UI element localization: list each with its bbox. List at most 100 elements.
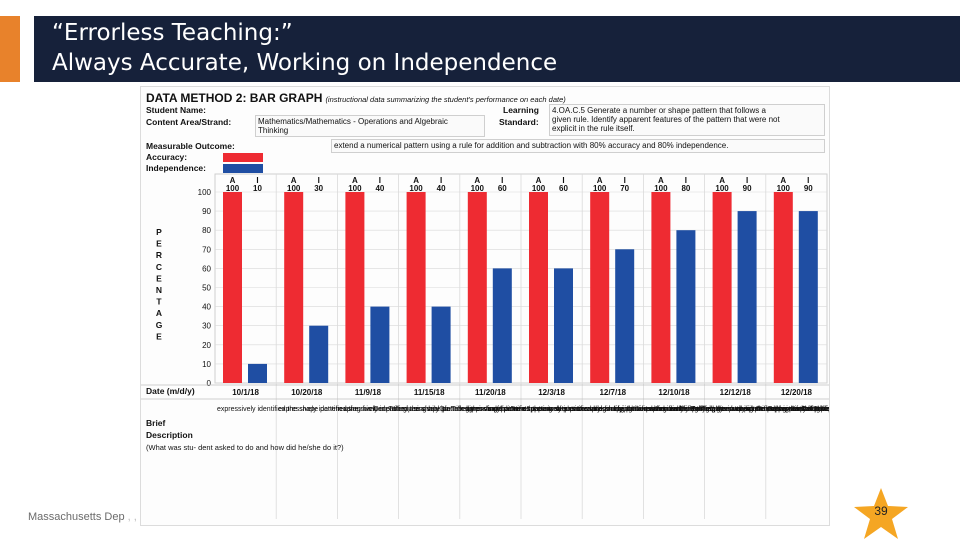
accuracy-bar-5 — [529, 192, 548, 383]
accuracy-value-label-0: 100 — [226, 184, 240, 193]
y-tick-label-70: 70 — [202, 245, 211, 254]
title-bar — [34, 16, 960, 82]
accuracy-tag-1: A — [291, 176, 297, 185]
brief-description-5: expressively identified the shape patter… — [523, 406, 828, 413]
brief-description-question: (What was stu- dent asked to do and how … — [146, 443, 344, 452]
measurable-outcome-field — [331, 139, 825, 153]
y-tick-label-20: 20 — [202, 341, 211, 350]
content-area-value-2: Thinking — [258, 126, 289, 135]
accuracy-tag-5: A — [536, 176, 542, 185]
brief-description-4: expressively identified the number patte… — [461, 406, 830, 413]
title-accent-bar — [0, 16, 20, 82]
independence-bar-5 — [554, 268, 573, 383]
independence-tag-2: I — [379, 176, 381, 185]
independence-value-label-3: 40 — [437, 184, 446, 193]
brief-description-7: expressively identified the shape patter… — [645, 406, 829, 413]
brief-description-9: expressively identified the number patte… — [767, 406, 829, 413]
document-subtitle: (instructional data summarizing the stud… — [325, 95, 566, 104]
date-label-9: 12/20/18 — [781, 388, 813, 397]
date-label-0: 10/1/18 — [232, 388, 259, 397]
brief-description-8: expressively identified the number patte… — [706, 406, 830, 413]
student-name-label: Student Name: — [146, 105, 206, 115]
content-area-field — [255, 115, 485, 137]
accuracy-tag-8: A — [719, 176, 725, 185]
brief-description-2: expressively identified the shape patter… — [339, 406, 830, 413]
independence-value-label-9: 90 — [804, 184, 813, 193]
measurable-outcome-value: extend a numerical pattern using a rule … — [334, 141, 729, 150]
date-label-3: 11/15/18 — [414, 388, 445, 397]
independence-value-label-0: 10 — [253, 184, 262, 193]
page-number: 39 — [874, 504, 888, 518]
document-title-text: DATA METHOD 2: BAR GRAPH — [146, 91, 323, 105]
accuracy-tag-9: A — [780, 176, 786, 185]
independence-value-label-8: 90 — [743, 184, 752, 193]
slide-title-line-2: Always Accurate, Working on Independence — [52, 50, 558, 76]
y-axis-letter-3: C — [156, 262, 162, 272]
standard-label: Standard: — [499, 117, 539, 127]
accuracy-legend-label: Accuracy: — [146, 152, 188, 162]
y-tick-label-30: 30 — [202, 322, 211, 331]
independence-bar-7 — [676, 230, 696, 383]
y-axis-letter-0: P — [156, 227, 162, 237]
accuracy-bar-3 — [406, 192, 426, 383]
accuracy-value-label-3: 100 — [409, 184, 423, 193]
document-title: DATA METHOD 2: BAR GRAPH (instructional d… — [146, 91, 566, 105]
learning-label: Learning — [503, 105, 539, 115]
accuracy-value-label-6: 100 — [593, 184, 607, 193]
independence-tag-7: I — [685, 176, 687, 185]
independence-bar-1 — [309, 325, 329, 383]
independence-value-label-2: 40 — [375, 184, 384, 193]
independence-value-label-7: 80 — [681, 184, 690, 193]
accuracy-value-label-7: 100 — [654, 184, 668, 193]
y-axis-letter-4: E — [156, 273, 162, 283]
accuracy-value-label-9: 100 — [777, 184, 791, 193]
independence-tag-8: I — [746, 176, 748, 185]
independence-tag-4: I — [501, 176, 503, 185]
footer-text: Massachusetts Dep , , — [28, 511, 137, 523]
independence-value-label-4: 60 — [498, 184, 507, 193]
standard-line-2: given rule. Identify apparent features o… — [552, 115, 780, 124]
bar-graph-document: DATA METHOD 2: BAR GRAPH (instructional d… — [140, 86, 830, 526]
slide-title-line-1: “Errorless Teaching:” — [52, 20, 293, 46]
y-tick-label-90: 90 — [202, 207, 211, 216]
star-icon — [854, 488, 908, 539]
independence-tag-1: I — [318, 176, 320, 185]
brief-description-3: expressively identified the shape patter… — [400, 406, 830, 413]
accuracy-bar-2 — [345, 192, 365, 383]
date-axis-label: Date (m/d/y) — [146, 386, 195, 396]
brief-description-1: expressively identified the number patte… — [278, 406, 693, 413]
footer-text-tail: , , — [124, 511, 137, 523]
independence-value-label-1: 30 — [314, 184, 323, 193]
footer-text-main: Massachusetts Dep — [28, 511, 125, 523]
y-tick-label-50: 50 — [202, 284, 211, 293]
independence-tag-3: I — [440, 176, 442, 185]
date-label-6: 12/7/18 — [599, 388, 626, 397]
y-tick-label-80: 80 — [202, 226, 211, 235]
y-axis-letter-2: R — [156, 250, 162, 260]
content-area-label: Content Area/Strand: — [146, 117, 232, 127]
standard-line-1: 4.OA.C.5 Generate a number or shape patt… — [552, 106, 766, 115]
accuracy-tag-0: A — [230, 176, 236, 185]
independence-bar-2 — [370, 306, 390, 383]
y-tick-label-100: 100 — [198, 188, 212, 197]
y-tick-label-10: 10 — [202, 360, 211, 369]
independence-value-label-6: 70 — [620, 184, 629, 193]
accuracy-bar-1 — [284, 192, 304, 383]
date-label-2: 11/9/18 — [355, 388, 382, 397]
accuracy-value-label-1: 100 — [287, 184, 301, 193]
accuracy-value-label-8: 100 — [715, 184, 729, 193]
accuracy-legend-swatch — [223, 153, 263, 162]
independence-bar-4 — [492, 268, 512, 383]
accuracy-bar-9 — [773, 192, 793, 383]
accuracy-tag-3: A — [413, 176, 419, 185]
accuracy-bar-6 — [590, 192, 610, 383]
independence-value-label-5: 60 — [559, 184, 568, 193]
independence-bar-6 — [615, 249, 635, 383]
accuracy-bar-4 — [467, 192, 487, 383]
accuracy-bar-7 — [651, 192, 671, 383]
y-tick-label-40: 40 — [202, 303, 211, 312]
independence-legend-swatch — [223, 164, 263, 173]
independence-tag-0: I — [256, 176, 258, 185]
date-label-7: 12/10/18 — [658, 388, 690, 397]
